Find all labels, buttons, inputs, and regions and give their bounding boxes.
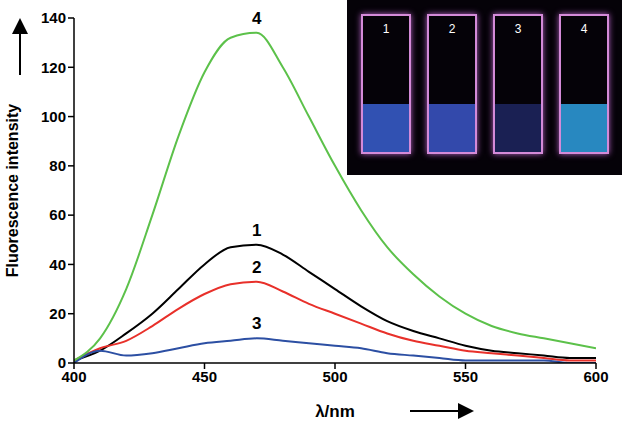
svg-text:0: 0	[58, 354, 66, 371]
html-text:4: 4	[580, 22, 588, 36]
svg-text:Fluorescence intensity: Fluorescence intensity	[4, 104, 21, 277]
svg-text:20: 20	[49, 305, 66, 322]
svg-text:2: 2	[252, 258, 261, 277]
html-text:3: 3	[514, 22, 522, 36]
svg-text:500: 500	[322, 368, 347, 385]
svg-text:400: 400	[61, 367, 87, 385]
svg-text:3: 3	[252, 314, 261, 333]
svg-text:550: 550	[453, 368, 478, 385]
svg-text:4: 4	[252, 9, 262, 28]
svg-text:140: 140	[41, 9, 66, 26]
html-text:2: 2	[448, 22, 456, 36]
svg-text:120: 120	[41, 59, 66, 76]
svg-text:450: 450	[192, 368, 217, 385]
svg-text:λ/nm: λ/nm	[315, 402, 355, 421]
svg-text:60: 60	[49, 206, 66, 223]
svg-text:80: 80	[49, 157, 66, 174]
svg-text:40: 40	[49, 256, 66, 273]
html-text:1: 1	[382, 22, 390, 36]
svg-text:600: 600	[583, 368, 608, 385]
svg-text:1: 1	[252, 221, 261, 240]
svg-text:100: 100	[41, 108, 66, 125]
